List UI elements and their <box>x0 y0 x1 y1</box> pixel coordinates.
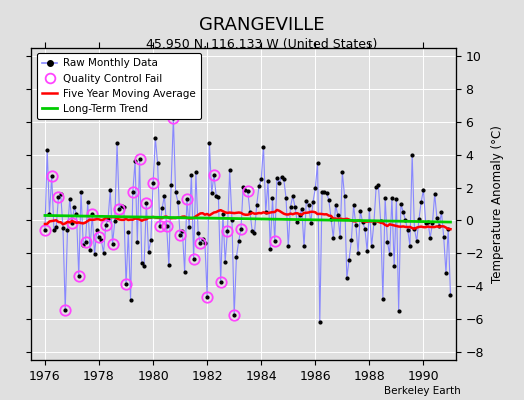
Legend: Raw Monthly Data, Quality Control Fail, Five Year Moving Average, Long-Term Tren: Raw Monthly Data, Quality Control Fail, … <box>37 53 201 119</box>
Text: 45.950 N, 116.133 W (United States): 45.950 N, 116.133 W (United States) <box>146 38 378 51</box>
Text: Berkeley Earth: Berkeley Earth <box>385 386 461 396</box>
Y-axis label: Temperature Anomaly (°C): Temperature Anomaly (°C) <box>491 125 504 283</box>
Text: GRANGEVILLE: GRANGEVILLE <box>199 16 325 34</box>
